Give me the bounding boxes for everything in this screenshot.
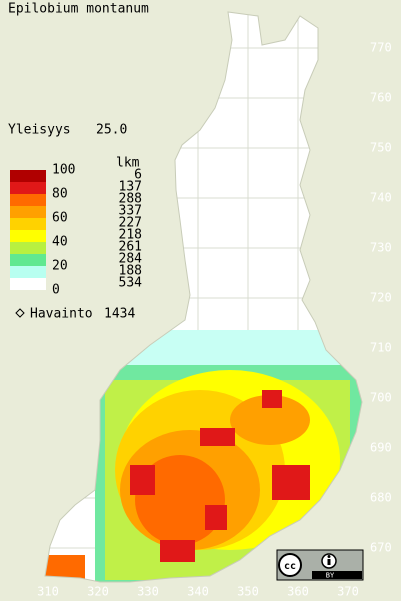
observations-label: Havainto xyxy=(30,307,93,322)
legend-count: 337 xyxy=(119,204,142,219)
y-axis-label: 680 xyxy=(370,491,392,505)
legend-count: 284 xyxy=(119,252,143,267)
x-axis-label: 340 xyxy=(187,585,209,599)
legend-scale-label: 80 xyxy=(52,187,68,202)
cc-label: cc xyxy=(284,561,296,572)
legend-swatch xyxy=(10,170,46,182)
x-axis-label: 320 xyxy=(87,585,109,599)
legend-swatch xyxy=(10,266,46,278)
legend-scale-label: 40 xyxy=(52,235,68,250)
legend-count: 227 xyxy=(119,216,142,231)
x-axis-label: 330 xyxy=(137,585,159,599)
observation-symbol xyxy=(15,308,25,318)
legend-swatch xyxy=(10,218,46,230)
count-header: lkm xyxy=(116,156,140,171)
legend-swatch xyxy=(10,254,46,266)
legend-count: 218 xyxy=(119,228,142,243)
legend-swatch xyxy=(10,230,46,242)
legend-swatch xyxy=(10,278,46,290)
y-axis-label: 740 xyxy=(370,191,392,205)
y-axis-label: 690 xyxy=(370,441,392,455)
legend-count: 288 xyxy=(119,192,142,207)
legend-swatch xyxy=(10,194,46,206)
legend-swatch xyxy=(10,206,46,218)
border xyxy=(44,11,363,583)
legend-count: 261 xyxy=(119,240,142,255)
frequency-value: 25.0 xyxy=(96,123,127,138)
frequency-label: Yleisyys xyxy=(8,123,71,138)
y-axis-label: 700 xyxy=(370,391,392,405)
observations-value: 1434 xyxy=(104,307,135,322)
legend-count: 137 xyxy=(119,180,142,195)
legend-count: 188 xyxy=(119,264,142,279)
legend-swatch xyxy=(10,182,46,194)
y-axis-label: 670 xyxy=(370,541,392,555)
y-axis-label: 720 xyxy=(370,291,392,305)
x-axis-label: 310 xyxy=(37,585,59,599)
legend-scale-label: 20 xyxy=(52,259,68,274)
y-axis-label: 730 xyxy=(370,241,392,255)
x-axis-label: 350 xyxy=(237,585,259,599)
x-axis-label: 360 xyxy=(287,585,309,599)
legend-scale-label: 60 xyxy=(52,211,68,226)
legend-scale-label: 100 xyxy=(52,163,75,178)
y-axis-label: 710 xyxy=(370,341,392,355)
legend-count: 6 xyxy=(134,168,142,183)
y-axis-label: 760 xyxy=(370,91,392,105)
legend-swatch xyxy=(10,242,46,254)
legend-count: 534 xyxy=(119,276,143,291)
x-axis-label: 370 xyxy=(337,585,359,599)
legend-scale-label: 0 xyxy=(52,283,60,298)
title: Epilobium montanum xyxy=(8,2,149,17)
by-label: BY xyxy=(326,572,335,580)
y-axis-label: 750 xyxy=(370,141,392,155)
license-badge: cc BY xyxy=(276,549,364,581)
y-axis-label: 770 xyxy=(370,41,392,55)
